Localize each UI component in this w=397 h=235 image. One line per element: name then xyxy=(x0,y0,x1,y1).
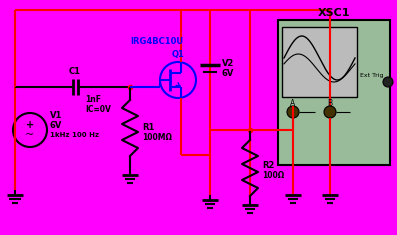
Text: Q1: Q1 xyxy=(172,51,185,59)
Text: +: + xyxy=(26,120,34,130)
Text: IC=0V: IC=0V xyxy=(85,105,111,114)
Bar xyxy=(282,27,357,97)
Circle shape xyxy=(324,106,336,118)
Text: 6V: 6V xyxy=(222,68,234,78)
Text: R1: R1 xyxy=(142,124,154,133)
Text: B: B xyxy=(328,98,333,107)
Text: C1: C1 xyxy=(69,67,81,77)
Text: IRG4BC10U: IRG4BC10U xyxy=(130,38,183,47)
Text: V2: V2 xyxy=(222,59,234,67)
Text: R2: R2 xyxy=(262,161,274,169)
Text: V1: V1 xyxy=(50,110,62,120)
Text: 1nF: 1nF xyxy=(85,95,101,105)
Text: 1kHz 100 Hz: 1kHz 100 Hz xyxy=(50,132,99,138)
Circle shape xyxy=(287,106,299,118)
Circle shape xyxy=(383,77,393,87)
Text: A: A xyxy=(290,98,296,107)
Text: 6V: 6V xyxy=(50,121,62,129)
Text: Ext Trig: Ext Trig xyxy=(360,73,384,78)
Text: XSC1: XSC1 xyxy=(318,8,350,18)
Text: 100Ω: 100Ω xyxy=(262,171,284,180)
Text: 100MΩ: 100MΩ xyxy=(142,133,172,142)
Text: ~: ~ xyxy=(25,130,35,140)
Bar xyxy=(278,20,390,165)
